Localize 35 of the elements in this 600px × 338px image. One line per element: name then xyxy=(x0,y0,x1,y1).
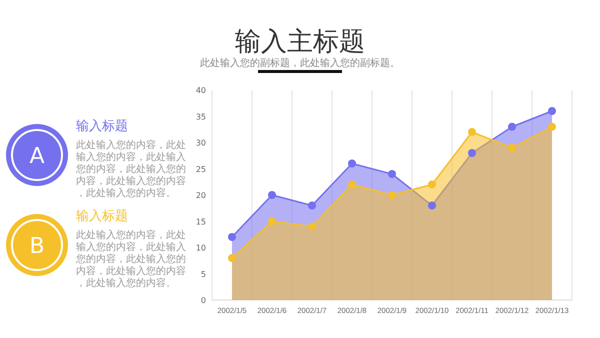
point xyxy=(508,122,516,131)
y-tick-label: 35 xyxy=(196,112,206,122)
y-tick-label: 0 xyxy=(200,296,206,305)
point xyxy=(268,217,276,226)
y-tick-label: 20 xyxy=(196,191,206,200)
text: 输入标题 xyxy=(76,209,128,224)
text: B xyxy=(29,234,45,259)
point xyxy=(468,149,476,157)
text: 此处输入您的内容，此处输入您的内容，此处输入您的内容，此处输入您的内容，此处输入您的内容，此处输入您的内容。 xyxy=(75,139,186,199)
chart-subtitle: 此处输入您的副标题，此处输入您的副标题。 xyxy=(200,57,400,69)
point xyxy=(308,202,316,210)
point xyxy=(508,144,516,152)
point xyxy=(348,180,356,188)
point xyxy=(388,191,396,199)
point xyxy=(548,122,556,131)
point xyxy=(548,107,556,115)
point xyxy=(468,128,476,136)
text: 输入标题 xyxy=(76,119,128,134)
point xyxy=(308,222,316,230)
point xyxy=(348,160,356,168)
point xyxy=(428,202,436,210)
text: 此处输入您的内容，此处输入您的内容，此处输入您的内容，此处输入您的内容，此处输入您的内容，此处输入您的内容。 xyxy=(75,229,186,289)
point xyxy=(268,191,276,199)
point xyxy=(428,180,436,188)
point xyxy=(228,254,236,262)
y-tick-label: 15 xyxy=(196,217,206,226)
chart-title: 输入主标题 xyxy=(235,27,365,57)
y-tick-label: 40 xyxy=(196,86,206,95)
point xyxy=(388,170,396,178)
text: A xyxy=(29,144,45,169)
y-tick-label: 5 xyxy=(200,270,206,279)
y-tick-label: 25 xyxy=(196,164,206,174)
y-tick-label: 30 xyxy=(196,138,206,148)
point xyxy=(228,233,236,241)
y-tick-label: 10 xyxy=(196,244,206,252)
